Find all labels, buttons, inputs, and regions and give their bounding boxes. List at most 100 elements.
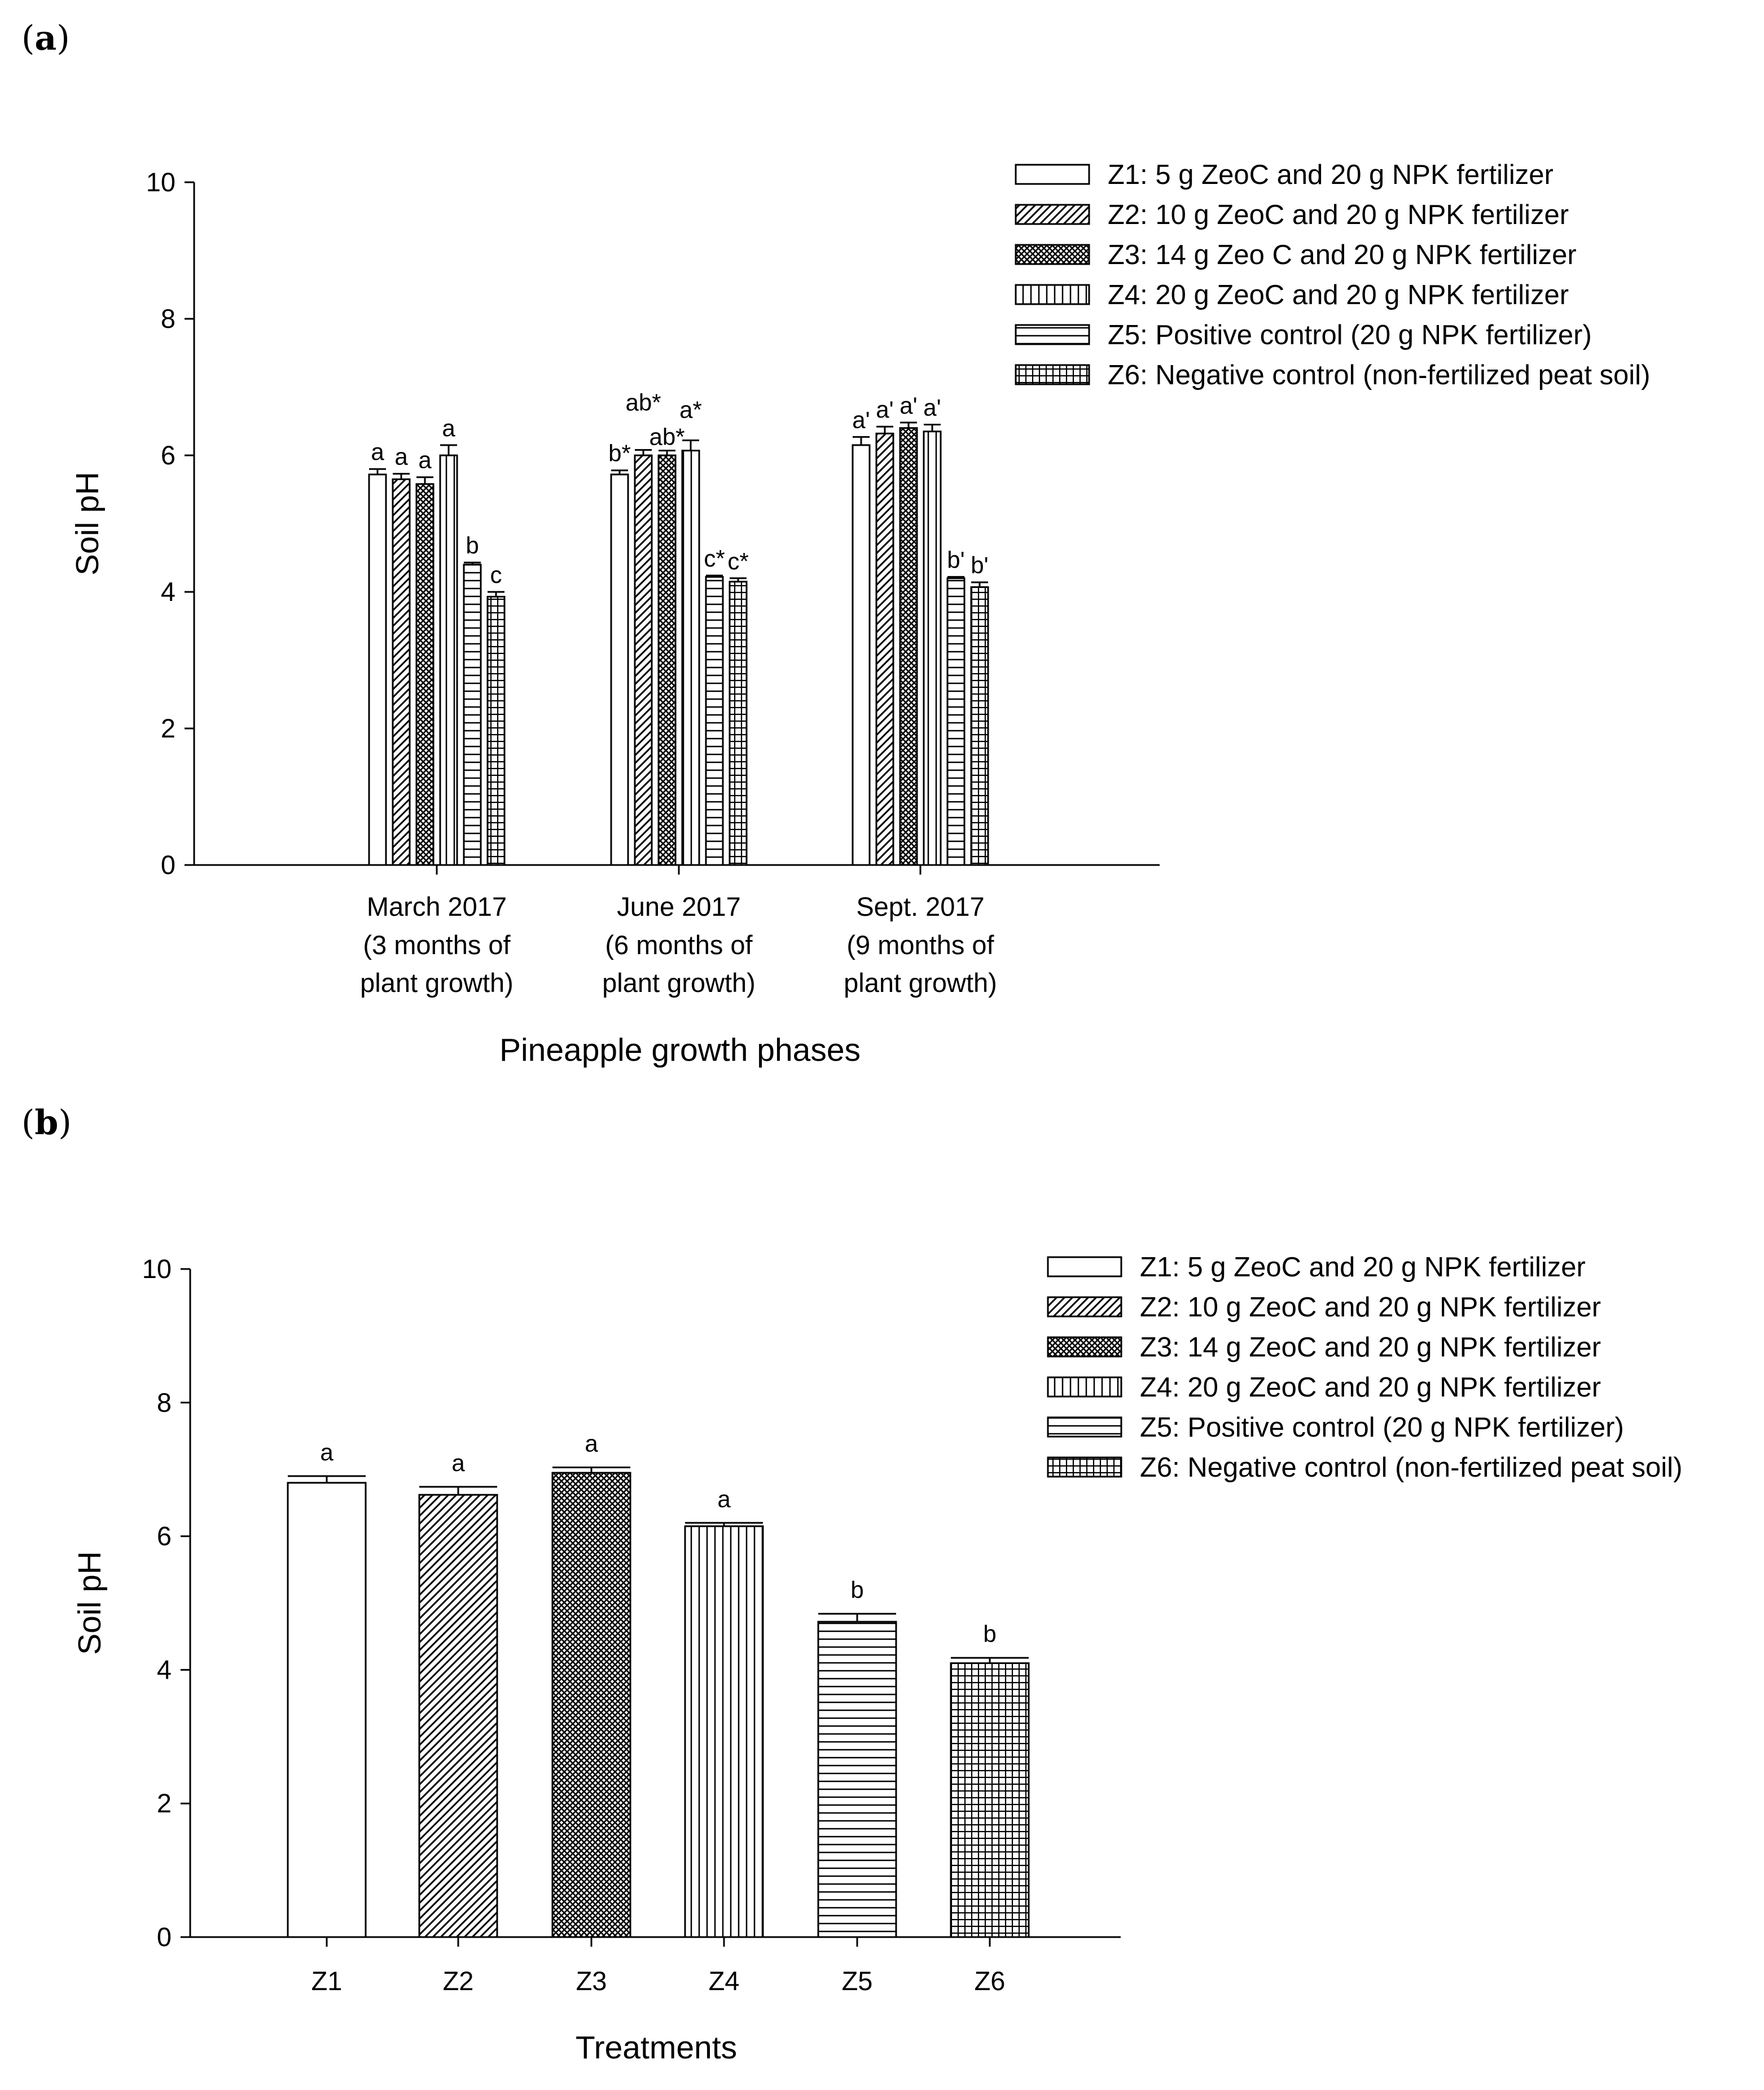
legend-swatch: [1047, 1416, 1122, 1438]
bar: [657, 454, 677, 866]
bar: [705, 576, 724, 866]
legend-swatch: [1015, 244, 1090, 265]
chart-b: 0 2 4 6 8 10 Soil pH Treatments a Z1 a Z2 a Z3 a Z4 b Z5 b…: [72, 1252, 1682, 2066]
y-axis-title: Soil pH: [69, 472, 106, 576]
significance-letter: b': [947, 546, 964, 573]
significance-letter: b: [850, 1577, 863, 1603]
bar: [415, 483, 435, 866]
panel-b-label: (b): [21, 1103, 72, 1143]
y-tick-label: 6: [157, 1521, 172, 1551]
legend-item: Z6: Negative control (non-fertilized pea…: [1140, 1452, 1682, 1483]
x-axis-title: Treatments: [576, 2030, 737, 2066]
legend-swatch: [1015, 204, 1090, 225]
x-tick-label: June 2017: [617, 892, 741, 921]
bar: [551, 1472, 631, 1938]
bar: [681, 450, 700, 866]
x-tick-label: Z2: [443, 1966, 474, 1996]
legend-swatch: [1015, 164, 1090, 185]
legend-item: Z2: 10 g ZeoC and 20 g NPK fertilizer: [1140, 1292, 1601, 1323]
y-tick-label: 2: [161, 713, 175, 743]
x-tick-label: Z6: [975, 1966, 1006, 1996]
legend-swatch: [1047, 1256, 1122, 1277]
y-tick-label: 8: [161, 304, 175, 333]
significance-letter: b: [983, 1621, 996, 1647]
legend-item: Z3: 14 g Zeo C and 20 g NPK fertilizer: [1108, 240, 1577, 270]
y-tick-label: 2: [157, 1788, 172, 1818]
legend-item: Z4: 20 g ZeoC and 20 g NPK fertilizer: [1140, 1372, 1601, 1403]
y-tick-label: 6: [161, 440, 175, 470]
bar: [439, 454, 458, 866]
y-tick-label: 10: [146, 167, 175, 197]
x-tick-label: (6 months of: [605, 930, 753, 960]
x-tick-label: plant growth): [844, 968, 997, 998]
legend-item: Z1: 5 g ZeoC and 20 g NPK fertilizer: [1140, 1252, 1586, 1283]
significance-letter: a: [451, 1450, 465, 1476]
significance-letter: c*: [727, 548, 748, 574]
bar: [946, 577, 966, 866]
y-axis-title: Soil pH: [72, 1551, 108, 1655]
legend-swatch: [1047, 1336, 1122, 1358]
legend-swatch: [1015, 324, 1090, 345]
significance-letter: b*: [608, 440, 631, 467]
legend-item: Z5: Positive control (20 g NPK fertilize…: [1108, 320, 1592, 350]
x-tick-label: plant growth): [360, 968, 514, 998]
y-tick-label: 4: [161, 577, 175, 607]
significance-letter: a*: [679, 396, 702, 423]
x-tick-label: Z4: [709, 1966, 740, 1996]
x-axis-title: Pineapple growth phases: [499, 1032, 861, 1068]
bar: [923, 431, 942, 866]
bar: [817, 1621, 897, 1938]
legend-item: Z4: 20 g ZeoC and 20 g NPK fertilizer: [1108, 280, 1569, 310]
bar: [287, 1482, 367, 1938]
significance-letter: a: [394, 444, 408, 470]
bar: [392, 478, 411, 866]
bar: [899, 427, 918, 866]
legend-item: Z2: 10 g ZeoC and 20 g NPK fertilizer: [1108, 200, 1569, 230]
significance-letter: ab*: [649, 424, 684, 450]
legend-swatch: [1047, 1376, 1122, 1398]
significance-letter: a': [923, 394, 941, 421]
legend-swatch: [1015, 284, 1090, 305]
bar: [970, 586, 989, 866]
y-tick-label: 0: [157, 1922, 172, 1952]
y-tick-label: 8: [157, 1388, 172, 1417]
bar: [852, 444, 871, 866]
x-tick-label: Sept. 2017: [856, 892, 984, 921]
legend-item: Z5: Positive control (20 g NPK fertilize…: [1140, 1412, 1624, 1443]
legend-item: Z1: 5 g ZeoC and 20 g NPK fertilizer: [1108, 160, 1554, 190]
legend-swatch: [1015, 364, 1090, 385]
legend-swatch: [1047, 1296, 1122, 1318]
y-tick-label: 10: [142, 1254, 172, 1284]
bar: [684, 1525, 764, 1938]
significance-letter: ab*: [625, 389, 661, 415]
bar: [950, 1662, 1030, 1938]
bar: [418, 1494, 498, 1938]
bar: [729, 581, 748, 866]
legend-item: Z6: Negative control (non-fertilized pea…: [1108, 360, 1650, 390]
significance-letter: a': [876, 396, 893, 423]
x-tick-label: March 2017: [367, 892, 507, 921]
x-tick-label: plant growth): [602, 968, 756, 998]
legend-swatch: [1047, 1456, 1122, 1478]
significance-letter: a: [717, 1486, 731, 1512]
bar: [875, 432, 894, 866]
bar: [634, 454, 653, 866]
y-tick-label: 0: [161, 850, 175, 880]
bar: [610, 473, 629, 866]
panel-a-label: (a): [21, 19, 70, 58]
bar: [368, 473, 387, 866]
significance-letter: a: [418, 447, 432, 473]
significance-letter: c*: [704, 545, 725, 572]
x-tick-label: Z1: [311, 1966, 343, 1996]
significance-letter: b: [466, 532, 479, 559]
bar: [486, 595, 506, 866]
significance-letter: a: [371, 438, 384, 465]
significance-letter: a: [320, 1439, 334, 1465]
x-tick-label: (9 months of: [846, 930, 994, 960]
bar: [463, 564, 482, 866]
significance-letter: a: [585, 1430, 598, 1457]
x-tick-label: Z5: [842, 1966, 873, 1996]
significance-letter: a': [899, 392, 917, 419]
